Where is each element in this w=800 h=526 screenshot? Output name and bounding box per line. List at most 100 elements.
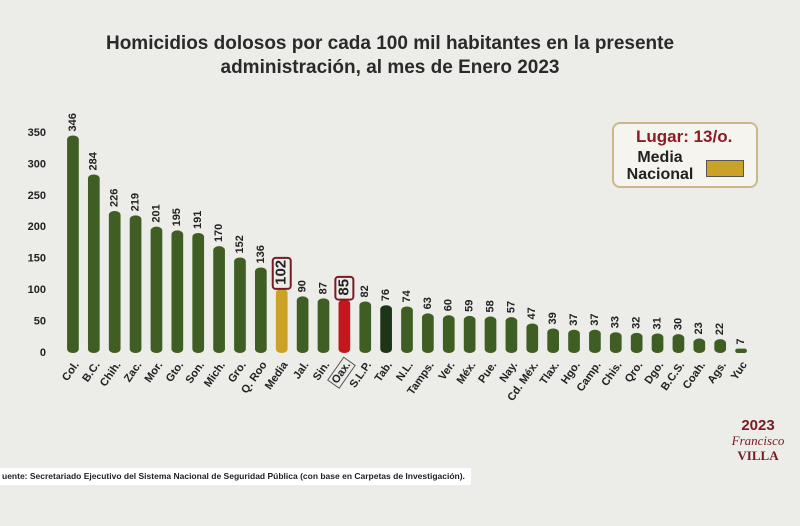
logo-year: 2023 <box>741 417 775 434</box>
bar <box>67 135 79 353</box>
x-tick-label: Méx. <box>455 360 479 387</box>
y-tick-label: 250 <box>28 190 46 202</box>
value-label: 346 <box>67 113 79 131</box>
bar <box>317 298 330 353</box>
x-tick-label: S.L.P. <box>348 360 375 391</box>
value-label: 37 <box>589 313 601 325</box>
value-label: 23 <box>693 322 705 334</box>
bar <box>108 210 121 353</box>
y-tick-label: 200 <box>28 221 46 233</box>
value-label: 201 <box>150 204 162 222</box>
bar <box>714 339 727 353</box>
value-label: 57 <box>505 301 517 313</box>
value-label: 90 <box>297 280 309 292</box>
x-tick-label: Zac. <box>122 360 144 385</box>
bar <box>526 323 539 353</box>
value-label: 60 <box>443 299 455 311</box>
value-label: 102 <box>273 260 290 285</box>
x-tick-label: Ags. <box>706 360 730 386</box>
legend-title: Lugar: 13/o. <box>636 127 733 146</box>
y-tick-label: 350 <box>28 127 46 139</box>
y-tick-label: 100 <box>28 284 46 296</box>
category-box <box>327 356 356 389</box>
legend: Lugar: 13/o. Media Nacional <box>612 122 758 188</box>
bar <box>735 348 747 353</box>
legend-swatch <box>706 160 744 177</box>
bar <box>630 332 643 353</box>
value-label: 284 <box>88 151 100 170</box>
bar <box>693 338 706 353</box>
logo-name: Francisco <box>731 433 785 448</box>
bar <box>401 306 413 353</box>
value-label: 82 <box>359 285 371 297</box>
bar <box>275 288 288 353</box>
x-tick-label: Col. <box>60 360 82 384</box>
bar <box>609 332 622 353</box>
bar <box>442 315 455 353</box>
chart-title: Homicidios dolosos por cada 100 mil habi… <box>105 33 675 78</box>
value-label: 87 <box>317 282 329 294</box>
bar <box>568 329 580 353</box>
bar <box>338 299 351 353</box>
value-label: 32 <box>631 317 643 329</box>
x-tick-label: Pue. <box>476 360 499 386</box>
value-label: 7 <box>735 338 747 344</box>
bar <box>380 305 392 353</box>
value-label: 219 <box>129 193 141 211</box>
x-tick-label: Tlax. <box>538 360 562 387</box>
y-tick-label: 0 <box>40 347 46 359</box>
bar <box>255 267 267 353</box>
value-label: 170 <box>213 224 225 242</box>
bar <box>150 226 163 353</box>
bar <box>651 333 664 353</box>
logo-surname: VILLA <box>737 448 779 463</box>
x-tick-label: Jal. <box>291 360 311 382</box>
bar <box>463 315 476 353</box>
bar <box>422 313 434 353</box>
x-tick-label: Gto. <box>164 360 186 385</box>
value-label: 85 <box>335 279 352 296</box>
value-label: 152 <box>234 235 246 253</box>
value-label: 39 <box>547 312 559 324</box>
bar <box>171 230 184 353</box>
bar <box>484 316 497 353</box>
x-tick-label: Yuc <box>729 360 750 383</box>
bar <box>547 328 559 353</box>
value-label: 226 <box>109 189 121 207</box>
x-tick-label: Mich. <box>202 360 228 390</box>
logo: 2023 Francisco VILLA <box>728 418 788 463</box>
y-tick-label: 50 <box>34 315 46 327</box>
legend-label: Media Nacional <box>626 149 694 183</box>
source-note: uente: Secretariado Ejecutivo del Sistem… <box>0 468 471 485</box>
value-label: 59 <box>464 300 476 312</box>
value-label: 30 <box>672 318 684 330</box>
value-label: 136 <box>255 245 267 263</box>
value-label-box <box>334 275 355 301</box>
value-label: 58 <box>484 300 496 312</box>
value-label: 195 <box>171 208 183 226</box>
value-label: 191 <box>192 211 204 229</box>
bar <box>672 334 685 353</box>
value-label: 31 <box>651 317 663 329</box>
value-label: 47 <box>526 307 538 319</box>
y-tick-label: 150 <box>28 253 46 265</box>
bar <box>213 246 225 353</box>
value-label-box <box>271 256 292 290</box>
y-tick-label: 300 <box>28 158 46 170</box>
x-tick-label: Coah. <box>681 360 708 392</box>
bar <box>296 296 309 353</box>
value-label: 63 <box>422 297 434 309</box>
x-tick-label: Tab. <box>373 360 395 385</box>
x-tick-label: Chih. <box>98 360 124 389</box>
bar <box>359 301 372 353</box>
bar <box>234 257 246 353</box>
bar <box>192 232 205 353</box>
value-label: 76 <box>380 289 392 301</box>
value-label: 74 <box>401 289 413 302</box>
bar <box>589 329 601 353</box>
x-tick-label: Qro. <box>623 360 646 385</box>
value-label: 33 <box>610 316 622 328</box>
bar <box>87 174 100 353</box>
